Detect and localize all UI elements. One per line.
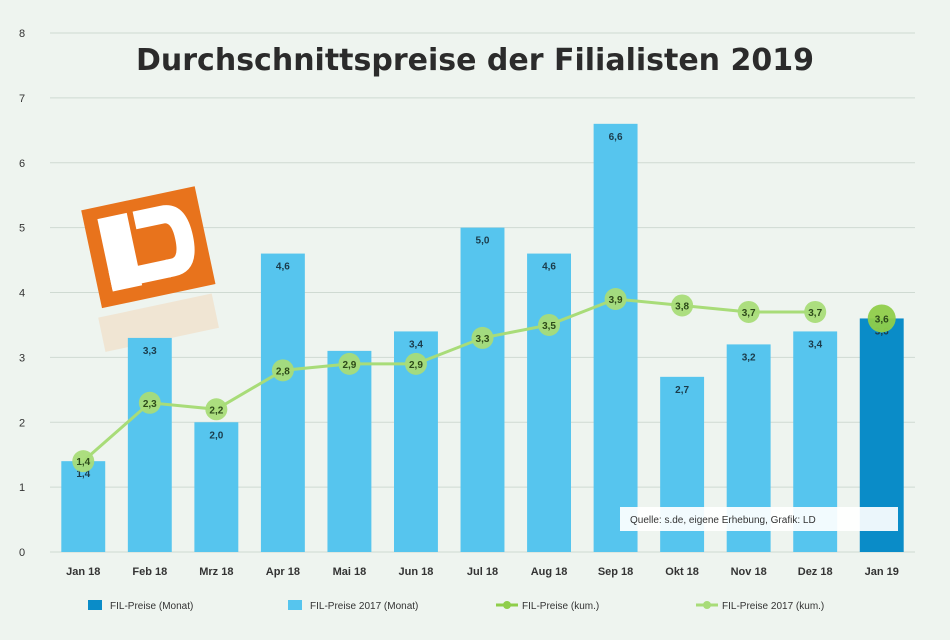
x-tick-label: Sep 18 bbox=[598, 566, 633, 578]
line-point bbox=[72, 450, 95, 473]
bar-value-label: 5,0 bbox=[476, 236, 490, 247]
logo-icon bbox=[81, 186, 219, 352]
bar-value-label: 4,6 bbox=[542, 262, 556, 273]
bar-value-label: 2,7 bbox=[675, 385, 689, 396]
y-tick-label: 7 bbox=[19, 93, 25, 105]
y-tick-label: 2 bbox=[19, 417, 25, 429]
line-point-label: 2,2 bbox=[209, 405, 223, 416]
line-point bbox=[338, 352, 361, 375]
line-point bbox=[737, 300, 760, 323]
x-tick-label: Dez 18 bbox=[798, 566, 833, 578]
x-tick-label: Mai 18 bbox=[333, 566, 367, 578]
bar bbox=[593, 123, 638, 552]
line-point bbox=[205, 398, 228, 421]
bar-value-label: 3,4 bbox=[409, 339, 423, 350]
line-point-label: 3,7 bbox=[742, 308, 756, 319]
line-point-label: 2,9 bbox=[342, 360, 356, 371]
bar-value-label: 3,3 bbox=[143, 346, 157, 357]
x-tick-label: Mrz 18 bbox=[199, 566, 233, 578]
source-text: Quelle: s.de, eigene Erhebung, Grafik: L… bbox=[630, 515, 816, 526]
legend-marker bbox=[703, 601, 711, 609]
line-point bbox=[271, 359, 294, 382]
bar bbox=[527, 253, 571, 552]
line-point-label: 3,6 bbox=[875, 314, 889, 325]
bar bbox=[127, 337, 172, 552]
y-tick-label: 6 bbox=[19, 158, 25, 170]
source-annotation: Quelle: s.de, eigene Erhebung, Grafik: L… bbox=[620, 507, 898, 531]
bar-value-label: 3,4 bbox=[808, 339, 822, 350]
x-tick-label: Aug 18 bbox=[531, 566, 568, 578]
x-tick-label: Jan 19 bbox=[865, 566, 899, 578]
y-tick-label: 4 bbox=[19, 288, 25, 300]
bar bbox=[61, 461, 106, 552]
legend-label: FIL-Preise 2017 (kum.) bbox=[722, 601, 824, 612]
x-tick-label: Apr 18 bbox=[266, 566, 300, 578]
legend-swatch bbox=[288, 600, 302, 610]
y-tick-label: 8 bbox=[19, 28, 25, 40]
y-tick-label: 1 bbox=[19, 482, 25, 494]
bar-value-label: 3,2 bbox=[742, 352, 756, 363]
x-tick-label: Nov 18 bbox=[731, 566, 767, 578]
line-point-label: 2,3 bbox=[143, 399, 157, 410]
legend-swatch bbox=[88, 600, 102, 610]
bar bbox=[327, 350, 372, 552]
line-point-label: 1,4 bbox=[76, 457, 90, 468]
line-point bbox=[867, 304, 896, 333]
line-point bbox=[404, 352, 427, 375]
chart-title: Durchschnittspreise der Filialisten 2019 bbox=[136, 43, 814, 78]
line-point-label: 3,3 bbox=[476, 334, 490, 345]
line-point bbox=[671, 294, 694, 317]
line-point-label: 2,9 bbox=[409, 360, 423, 371]
bar bbox=[194, 422, 239, 552]
y-tick-label: 0 bbox=[19, 547, 25, 559]
line-point bbox=[538, 313, 561, 336]
line-layer: 3,6 1,4 2,3 2,2 2,8 2,9 2,9 3,3 3,5 3,9 3,8 3,7 3,7 bbox=[72, 287, 896, 473]
x-tick-label: Jul 18 bbox=[467, 566, 498, 578]
bar bbox=[460, 227, 505, 552]
x-tick-label: Feb 18 bbox=[132, 566, 167, 578]
bar-value-label: 2,0 bbox=[209, 430, 223, 441]
series-line bbox=[82, 297, 816, 463]
legend-label: FIL-Preise 2017 (Monat) bbox=[310, 601, 418, 612]
line-point-label: 3,5 bbox=[542, 321, 556, 332]
line-point bbox=[138, 391, 161, 414]
bar-value-label: 4,6 bbox=[276, 262, 290, 273]
line-point-label: 3,7 bbox=[808, 308, 822, 319]
x-axis-ticks: Jan 18 Feb 18 Mrz 18 Apr 18 Mai 18 Jun 18 Jul … bbox=[66, 566, 899, 578]
x-tick-label: Jun 18 bbox=[399, 566, 434, 578]
bar bbox=[260, 253, 305, 552]
legend-marker bbox=[503, 601, 511, 609]
y-tick-label: 5 bbox=[19, 223, 25, 235]
legend-label: FIL-Preise (kum.) bbox=[522, 601, 599, 612]
line-point-label: 3,8 bbox=[675, 301, 689, 312]
line-point-label: 3,9 bbox=[609, 295, 623, 306]
line-point bbox=[804, 300, 827, 323]
bar-value-label: 1,4 bbox=[76, 469, 90, 480]
y-axis-ticks: 0 1 2 3 4 5 6 7 8 bbox=[19, 28, 25, 559]
line-point bbox=[604, 287, 627, 310]
line-point bbox=[471, 326, 494, 349]
bar-value-label: 6,6 bbox=[609, 132, 623, 143]
line-point-label: 2,8 bbox=[276, 366, 290, 377]
legend-label: FIL-Preise (Monat) bbox=[110, 601, 193, 612]
x-tick-label: Okt 18 bbox=[665, 566, 699, 578]
y-tick-label: 3 bbox=[19, 352, 25, 364]
legend: FIL-Preise (Monat) FIL-Preise 2017 (Monat… bbox=[88, 600, 824, 612]
x-tick-label: Jan 18 bbox=[66, 566, 100, 578]
